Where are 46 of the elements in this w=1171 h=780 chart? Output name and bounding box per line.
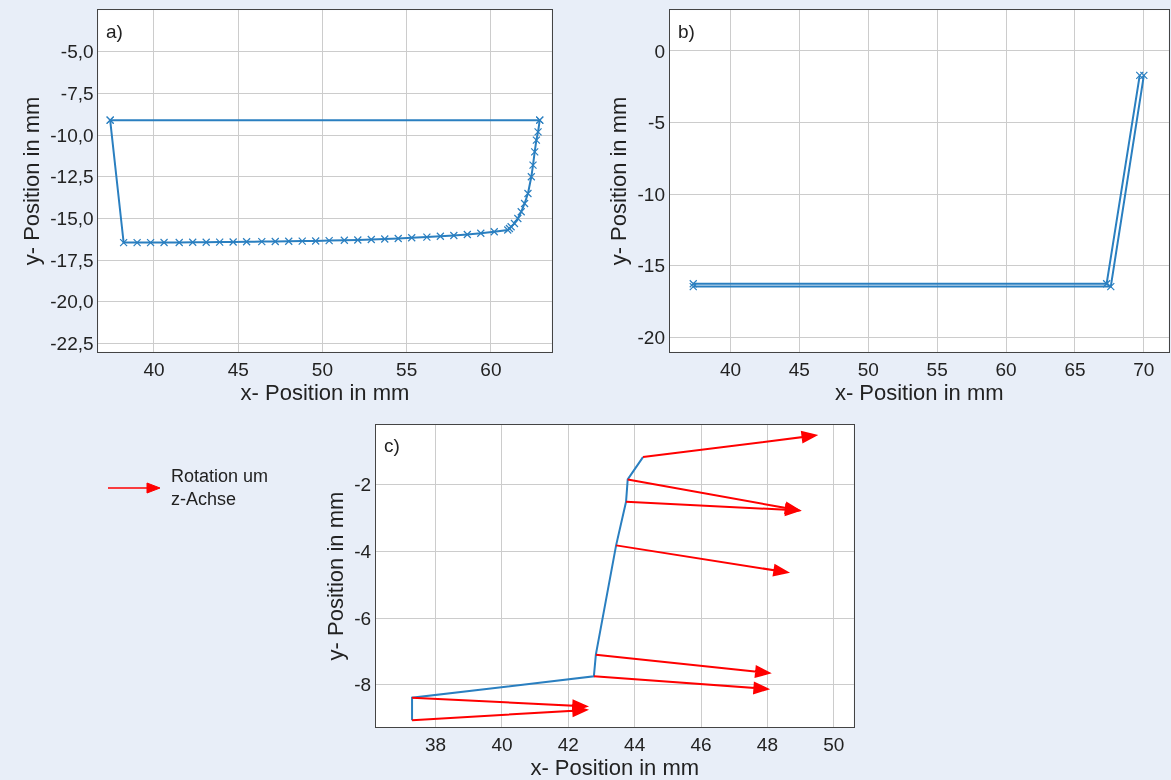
- y-tick-label: -22,5: [50, 333, 94, 355]
- y-tick-label: -5: [648, 112, 666, 134]
- x-tick-label: 55: [926, 358, 948, 380]
- y-tick-label: -7,5: [60, 83, 94, 105]
- x-tick-label: 60: [480, 358, 502, 380]
- annotation: b): [678, 21, 695, 42]
- x-tick-label: 45: [788, 358, 810, 380]
- y-axis-title: y- Position in mm: [606, 96, 632, 266]
- y-tick-label: -12,5: [50, 166, 94, 188]
- x-axis-title: x- Position in mm: [240, 379, 410, 405]
- text: Rotation um z-Achse: [171, 466, 269, 510]
- y-tick-label: -20: [637, 327, 666, 349]
- y-tick-label: -15,0: [50, 208, 94, 230]
- x-tick-label: 55: [396, 358, 418, 380]
- x-tick-label: 65: [1064, 358, 1086, 380]
- y-tick-label: -17,5: [50, 249, 94, 271]
- x-axis-title: x- Position in mm: [530, 754, 700, 780]
- x-tick-label: 40: [491, 733, 513, 755]
- x-tick-label: 40: [719, 358, 742, 380]
- y-tick-label: -20,0: [50, 291, 94, 313]
- x-tick-label: 46: [690, 733, 712, 755]
- x-axis-title: x- Position in mm: [834, 379, 1004, 405]
- annotation: a): [106, 21, 123, 42]
- x-tick-label: 70: [1133, 358, 1155, 380]
- x-tick-label: 48: [756, 733, 778, 755]
- y-axis-title: y- Position in mm: [19, 96, 45, 266]
- y-tick-label: -10: [637, 183, 666, 205]
- y-axis-title: y- Position in mm: [322, 491, 348, 661]
- x-tick-label: 40: [143, 358, 165, 380]
- y-tick-label: -6: [354, 607, 372, 629]
- annotation: c): [384, 435, 400, 456]
- y-tick-label: -8: [354, 674, 372, 696]
- x-tick-label: 50: [857, 358, 879, 380]
- y-tick-label: -2: [354, 474, 372, 496]
- y-tick-label: -15: [637, 255, 666, 277]
- y-tick-label: -4: [354, 541, 372, 563]
- x-tick-label: 50: [823, 733, 845, 755]
- x-tick-label: 38: [425, 733, 447, 755]
- x-tick-label: 42: [557, 733, 579, 755]
- x-tick-label: 60: [995, 358, 1017, 380]
- x-tick-label: 45: [227, 358, 249, 380]
- y-tick-label: -10,0: [50, 124, 94, 146]
- y-tick-label: -5,0: [60, 41, 94, 63]
- x-tick-label: 50: [311, 358, 333, 380]
- x-tick-label: 44: [624, 733, 646, 755]
- y-tick-label: 0: [654, 40, 666, 62]
